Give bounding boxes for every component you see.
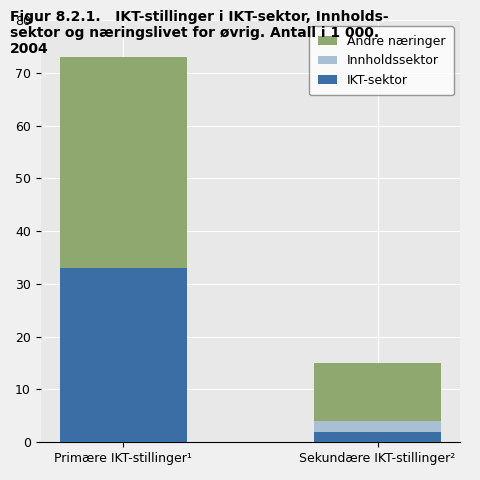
Bar bbox=[60, 268, 187, 442]
Bar bbox=[314, 421, 441, 432]
Text: Figur 8.2.1.   IKT-stillinger i IKT-sektor, Innholds-
sektor og næringslivet for: Figur 8.2.1. IKT-stillinger i IKT-sektor… bbox=[10, 10, 388, 56]
Bar bbox=[314, 432, 441, 442]
Legend: Andre næringer, Innholdssektor, IKT-sektor: Andre næringer, Innholdssektor, IKT-sekt… bbox=[309, 26, 454, 95]
Bar bbox=[60, 57, 187, 268]
Bar bbox=[314, 363, 441, 421]
